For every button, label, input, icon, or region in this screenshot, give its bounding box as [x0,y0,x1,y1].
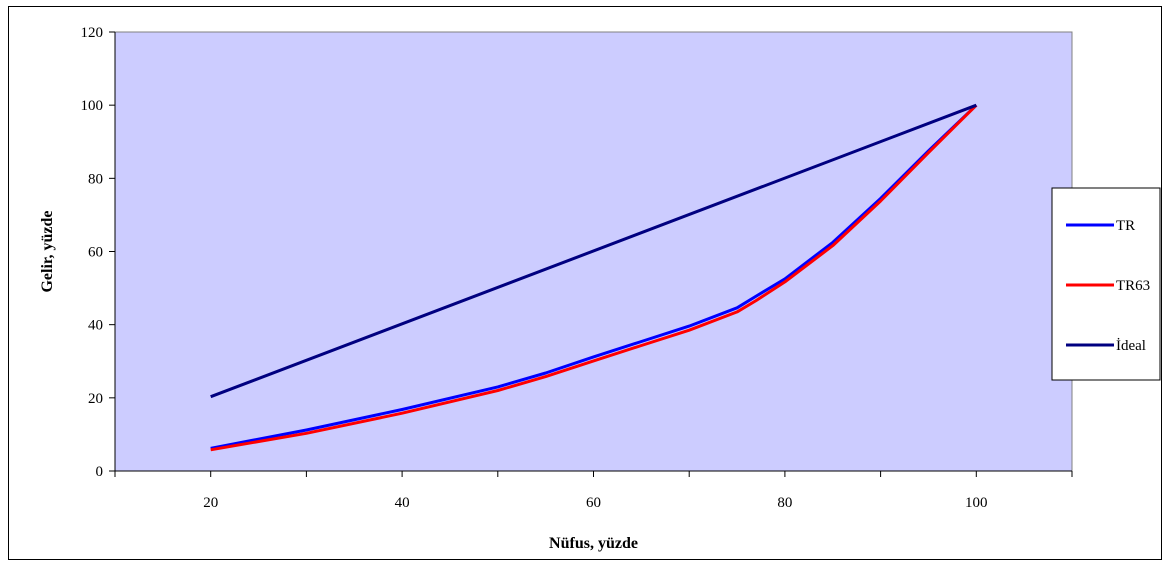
y-tick-label: 100 [81,98,104,114]
x-axis-title: Nüfus, yüzde [549,535,638,552]
y-tick-label: 40 [88,318,103,334]
y-tick-label: 0 [96,464,104,480]
x-tick-label: 40 [395,495,410,511]
y-tick-label: 60 [88,245,103,261]
legend-label: TR [1116,218,1135,234]
y-tick-label: 120 [81,25,104,41]
x-tick-label: 60 [586,495,601,511]
legend-label: İdeal [1116,338,1146,354]
y-tick-label: 20 [88,391,103,407]
series-line-tr [210,104,978,450]
y-axis-title: Gelir, yüzde [39,210,56,292]
x-tick-label: 80 [777,495,792,511]
legend: TR TR63 İdeal [1051,187,1161,381]
series-group [210,103,978,452]
x-tick-label: 20 [203,495,218,511]
x-tick-label: 100 [965,495,988,511]
y-tick-label: 80 [88,171,103,187]
axes: 0 20 40 60 80 100 120 20 40 60 80 100 [81,25,1073,511]
series-line-tr63 [210,104,978,452]
legend-label: TR63 [1116,278,1150,294]
series-line-i-deal [210,103,977,399]
